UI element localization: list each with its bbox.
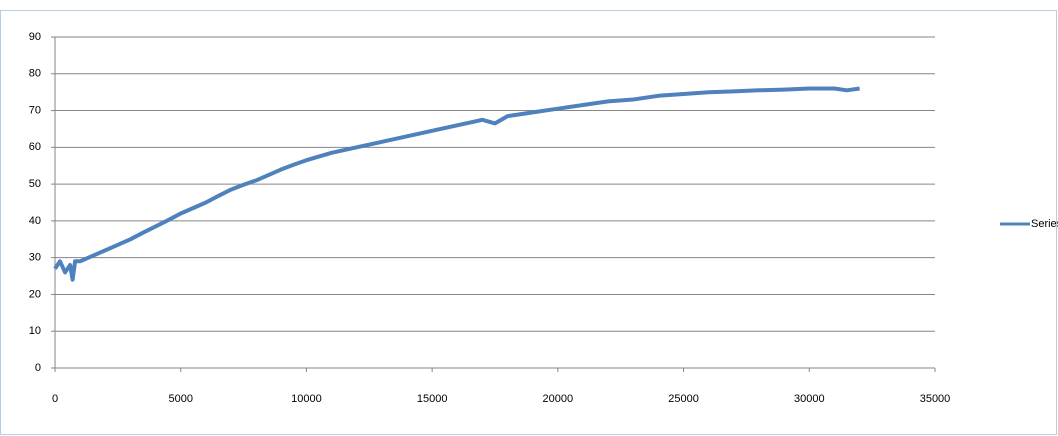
x-tick-label: 30000 [794,393,825,405]
y-tick-label: 20 [29,288,41,300]
page: {"chart_data": {"type": "line", "x": [0,… [0,0,1058,436]
x-tick-label: 20000 [543,393,574,405]
y-tick-label: 70 [29,104,41,116]
x-tick-label: 0 [52,393,58,405]
y-tick-label: 90 [29,31,41,43]
chart: 0 10 20 30 40 50 60 70 80 90 0 5000 10000 15000 20000 2… [0,0,1058,436]
y-tick-label: 40 [29,215,41,227]
x-tick-label: 25000 [668,393,699,405]
y-tick-label: 30 [29,252,41,264]
x-tick-label: 15000 [417,393,448,405]
legend-label: Series1 [1031,218,1058,230]
y-tick-label: 50 [29,178,41,190]
x-tick-label: 5000 [168,393,192,405]
y-tick-label: 0 [35,362,41,374]
y-tick-label: 60 [29,141,41,153]
y-tick-label: 10 [29,325,41,337]
x-tick-label: 10000 [291,393,322,405]
x-tick-label: 35000 [920,393,951,405]
y-tick-label: 80 [29,68,41,80]
